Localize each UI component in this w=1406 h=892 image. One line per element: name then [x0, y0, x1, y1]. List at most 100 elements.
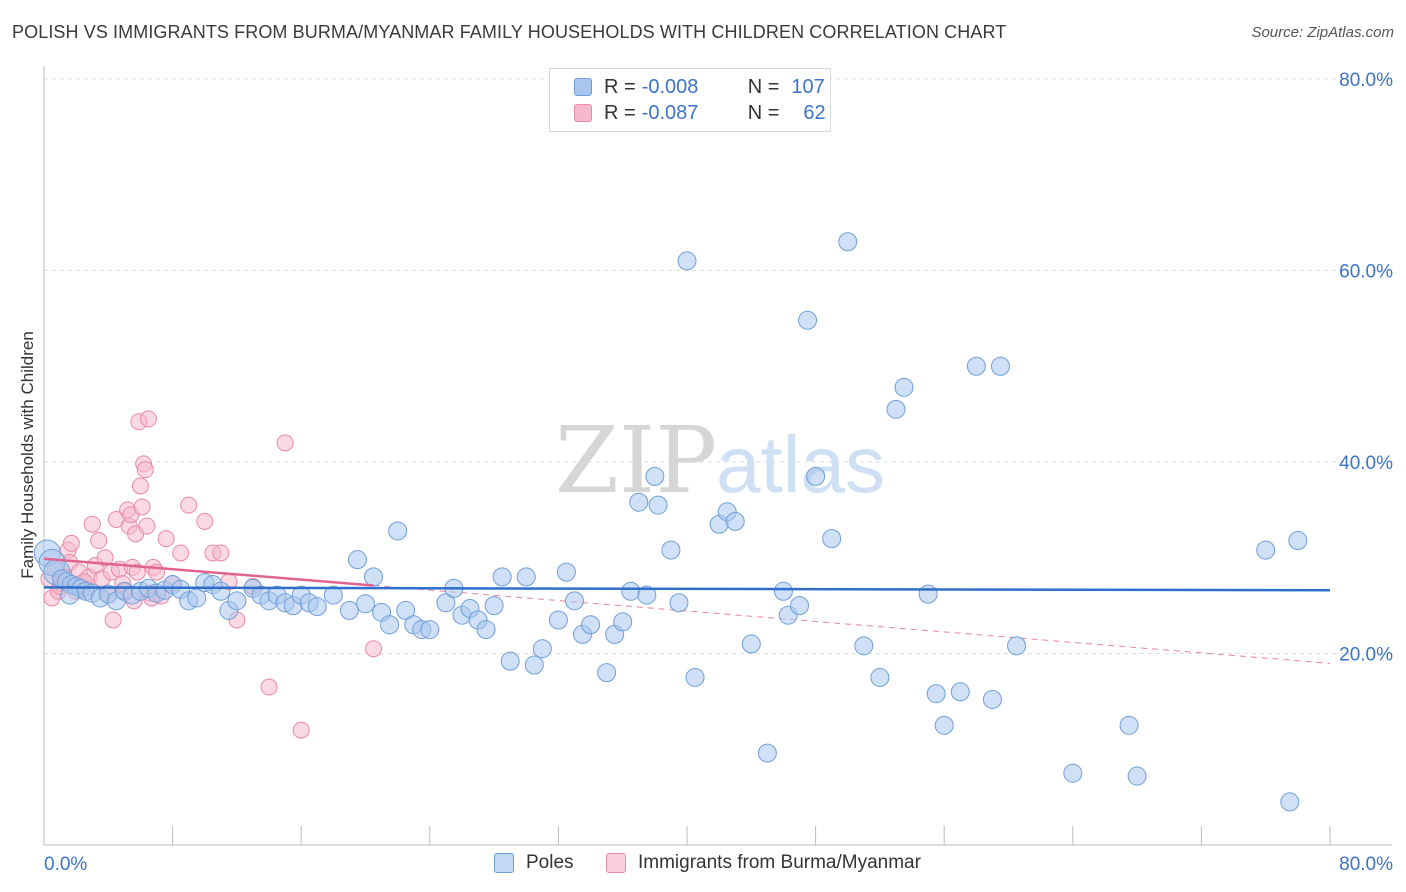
- data-point-burma: [138, 517, 156, 535]
- legend-row-burma: R = -0.087 N = 62: [574, 101, 826, 125]
- data-point-poles: [661, 540, 681, 560]
- r-value: -0.087: [641, 101, 699, 124]
- burma-trend-extension: [373, 585, 1331, 664]
- data-point-poles: [323, 585, 343, 605]
- data-point-poles: [388, 521, 408, 541]
- legend-item-burma[interactable]: Immigrants from Burma/Myanmar: [606, 852, 921, 874]
- data-point-poles: [685, 667, 705, 687]
- legend-item-poles[interactable]: Poles: [494, 852, 574, 874]
- data-point-poles: [420, 620, 440, 640]
- n-value: 62: [803, 101, 826, 124]
- legend-row-poles: R = -0.008 N = 107: [574, 75, 825, 99]
- data-point-burma: [104, 611, 122, 629]
- data-point-burma: [292, 721, 310, 739]
- burma-swatch: [606, 853, 626, 873]
- data-point-poles: [669, 593, 689, 613]
- data-point-poles: [790, 596, 810, 616]
- data-point-poles: [725, 511, 745, 531]
- data-point-poles: [990, 356, 1010, 376]
- data-point-burma: [172, 544, 190, 562]
- data-point-poles: [581, 615, 601, 635]
- y-tick-label: 40.0%: [1339, 453, 1393, 474]
- trend-dashed: [373, 585, 1331, 664]
- data-point-burma: [276, 434, 294, 452]
- data-point-poles: [524, 655, 544, 675]
- data-point-poles: [1127, 766, 1147, 786]
- burma-trend-line: [43, 557, 374, 587]
- poles-trend-line: [43, 586, 1331, 592]
- trend-lines: [43, 557, 1331, 592]
- r-value: -0.008: [641, 75, 699, 98]
- series-burma-points: [40, 410, 383, 739]
- data-point-poles: [532, 639, 552, 659]
- data-point-poles: [1280, 792, 1300, 812]
- data-point-poles: [741, 634, 761, 654]
- data-point-poles: [798, 310, 818, 330]
- n-label: N =: [747, 75, 780, 98]
- data-point-poles: [476, 620, 496, 640]
- data-point-poles: [773, 581, 793, 601]
- n-value: 107: [791, 75, 825, 98]
- data-point-poles: [870, 667, 890, 687]
- data-point-poles: [211, 581, 231, 601]
- data-point-poles: [677, 251, 697, 271]
- burma-swatch: [574, 104, 592, 122]
- data-point-burma: [260, 678, 278, 696]
- y-tick-label: 60.0%: [1339, 262, 1393, 283]
- data-point-burma: [90, 532, 108, 550]
- data-point-poles: [806, 466, 826, 486]
- data-point-poles: [854, 636, 874, 656]
- data-point-burma: [212, 544, 230, 562]
- data-point-burma: [62, 534, 80, 552]
- data-point-burma: [131, 477, 149, 495]
- data-point-poles: [629, 492, 649, 512]
- n-label: N =: [747, 101, 780, 124]
- stats-legend: R = -0.008 N = 107 R = -0.087 N = 62: [549, 68, 831, 132]
- data-point-poles: [926, 684, 946, 704]
- series-legend: Poles Immigrants from Burma/Myanmar: [0, 852, 1406, 878]
- data-point-poles: [516, 567, 536, 587]
- data-point-poles: [484, 596, 504, 616]
- gridlines: [44, 78, 1392, 654]
- tick-labels: 20.0% 40.0% 60.0% 80.0% 0.0% 80.0%: [44, 70, 1393, 875]
- chart-title: POLISH VS IMMIGRANTS FROM BURMA/MYANMAR …: [12, 22, 1007, 42]
- data-point-burma: [96, 549, 114, 567]
- data-point-poles: [1063, 763, 1083, 783]
- data-point-burma: [157, 530, 175, 548]
- data-point-poles: [822, 529, 842, 549]
- legend-label-poles: Poles: [526, 852, 574, 873]
- x-tick-label: 0.0%: [44, 854, 87, 875]
- data-point-poles: [613, 612, 633, 632]
- data-point-poles: [356, 594, 375, 614]
- data-point-poles: [621, 581, 641, 601]
- data-point-poles: [500, 651, 520, 671]
- data-point-poles: [556, 562, 576, 582]
- data-point-burma: [180, 496, 198, 514]
- data-point-poles: [307, 597, 327, 617]
- data-point-poles: [637, 585, 657, 605]
- data-point-burma: [365, 640, 383, 658]
- data-point-poles: [60, 585, 80, 605]
- data-point-poles: [1288, 531, 1308, 551]
- data-point-poles: [564, 591, 584, 611]
- data-point-poles: [950, 682, 970, 702]
- data-point-burma: [128, 563, 146, 581]
- data-point-poles: [548, 610, 568, 630]
- data-point-poles: [1007, 636, 1027, 656]
- source-label: Source: ZipAtlas.com: [1251, 24, 1394, 41]
- r-label: R =: [604, 101, 636, 124]
- data-point-poles: [894, 377, 914, 397]
- data-point-poles: [1119, 715, 1139, 735]
- y-tick-label: 80.0%: [1339, 70, 1393, 91]
- data-point-poles: [886, 399, 906, 419]
- y-tick-label: 20.0%: [1339, 645, 1393, 666]
- data-point-burma: [133, 498, 151, 516]
- r-label: R =: [604, 75, 636, 98]
- data-point-poles: [380, 615, 400, 635]
- legend-label-burma: Immigrants from Burma/Myanmar: [638, 852, 921, 873]
- data-point-poles: [597, 663, 617, 683]
- data-point-poles: [934, 715, 954, 735]
- data-point-poles: [648, 495, 668, 515]
- watermark: ZIP atlas: [555, 407, 885, 514]
